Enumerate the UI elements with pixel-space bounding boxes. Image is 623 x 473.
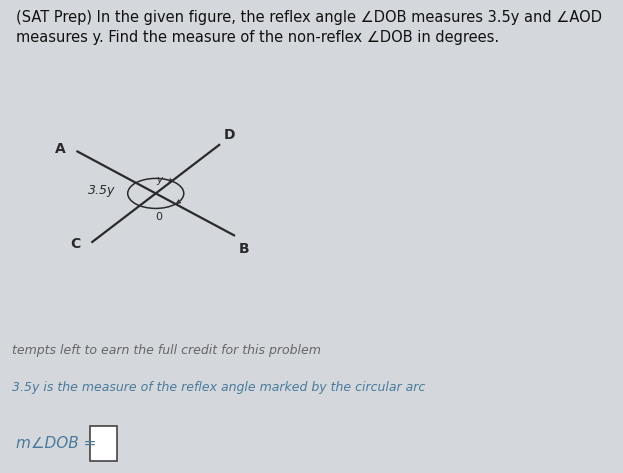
FancyBboxPatch shape bbox=[90, 426, 117, 461]
Text: m∠DOB =: m∠DOB = bbox=[16, 436, 96, 451]
Text: 0: 0 bbox=[155, 212, 163, 222]
Text: A: A bbox=[54, 142, 65, 156]
Text: C: C bbox=[70, 237, 80, 251]
Text: B: B bbox=[239, 242, 249, 256]
Text: y: y bbox=[156, 175, 162, 185]
Text: 3.5y is the measure of the reflex angle marked by the circular arc: 3.5y is the measure of the reflex angle … bbox=[12, 381, 426, 394]
Text: tempts left to earn the full credit for this problem: tempts left to earn the full credit for … bbox=[12, 343, 321, 357]
Text: (SAT Prep) In the given figure, the reflex angle ∠DOB measures 3.5y and ∠AOD
mea: (SAT Prep) In the given figure, the refl… bbox=[16, 10, 602, 45]
Text: 3.5y: 3.5y bbox=[88, 184, 115, 197]
Text: D: D bbox=[224, 129, 235, 142]
